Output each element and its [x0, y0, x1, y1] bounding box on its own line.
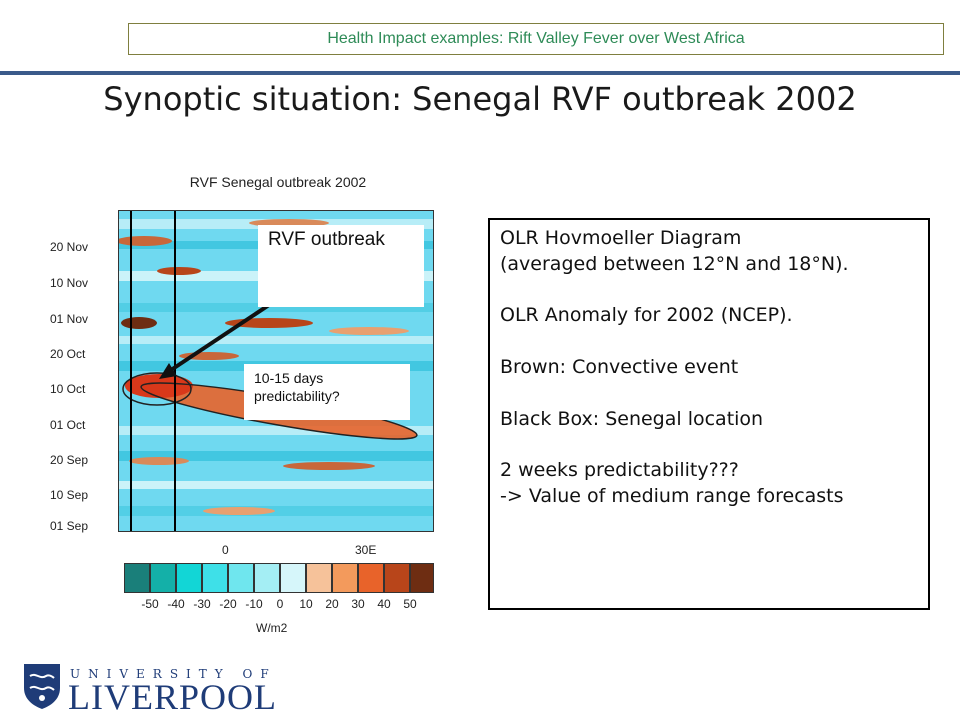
info-line: Brown: Convective event: [500, 355, 739, 378]
date-label: 01 Sep: [50, 519, 89, 533]
colorbar-swatch: [202, 563, 228, 593]
colorbar-swatch: [254, 563, 280, 593]
colorbar-units: W/m2: [256, 621, 288, 635]
colorbar-label: -10: [245, 597, 263, 611]
header-divider: [0, 71, 960, 75]
date-label: 01 Oct: [50, 418, 86, 432]
info-line: OLR Hovmoeller Diagram: [500, 227, 742, 249]
colorbar-label: 20: [325, 597, 339, 611]
colorbar-swatch: [176, 563, 202, 593]
date-label: 20 Oct: [50, 347, 86, 361]
info-line: OLR Anomaly for 2002 (NCEP).: [500, 304, 793, 327]
x-tick-label: 0: [222, 543, 229, 557]
colorbar-swatch: [410, 563, 434, 593]
colorbar-swatch: [332, 563, 358, 593]
colorbar-swatch: [384, 563, 410, 593]
colorbar-swatch: [228, 563, 254, 593]
logo-wordmark: LIVERPOOL: [68, 677, 277, 717]
university-crest-icon: [22, 662, 62, 715]
header-banner: Health Impact examples: Rift Valley Feve…: [128, 23, 944, 55]
date-label: 10 Oct: [50, 382, 86, 396]
date-label: 20 Nov: [50, 240, 89, 254]
x-tick-label: 30E: [355, 543, 377, 557]
date-label: 20 Sep: [50, 453, 89, 467]
colorbar-label: -30: [193, 597, 211, 611]
colorbar-swatch: [280, 563, 306, 593]
colorbar-label: -20: [219, 597, 237, 611]
info-line: Black Box: Senegal location: [500, 407, 764, 430]
colorbar-label: 40: [377, 597, 391, 611]
colorbar-label: -40: [167, 597, 185, 611]
date-label: 01 Nov: [50, 312, 89, 326]
colorbar-label: -50: [141, 597, 159, 611]
rvf-outbreak-callout: RVF outbreak: [258, 225, 424, 307]
date-label: 10 Nov: [50, 276, 89, 290]
colorbar-swatch: [306, 563, 332, 593]
colorbar-label: 0: [276, 597, 284, 611]
colorbar-swatch: [358, 563, 384, 593]
info-line: (averaged between 12°N and 18°N).: [500, 252, 849, 275]
info-line: -> Value of medium range forecasts: [500, 484, 844, 507]
header-banner-text: Health Impact examples: Rift Valley Feve…: [327, 30, 745, 47]
colorbar-label: 50: [403, 597, 417, 611]
predictability-callout: 10-15 days predictability?: [244, 364, 410, 420]
colorbar-swatch: [150, 563, 176, 593]
colorbar-label: 10: [299, 597, 313, 611]
logo-subtitle: UNIVERSITY OF: [70, 667, 277, 681]
slide-title: Synoptic situation: Senegal RVF outbreak…: [103, 80, 857, 118]
date-label: 10 Sep: [50, 488, 89, 502]
info-line: 2 weeks predictability???: [500, 459, 739, 482]
colorbar-swatch: [124, 563, 150, 593]
colorbar-label: 30: [351, 597, 365, 611]
info-box: OLR Hovmoeller Diagram (averaged between…: [488, 218, 930, 610]
chart-title: RVF Senegal outbreak 2002: [189, 174, 367, 190]
